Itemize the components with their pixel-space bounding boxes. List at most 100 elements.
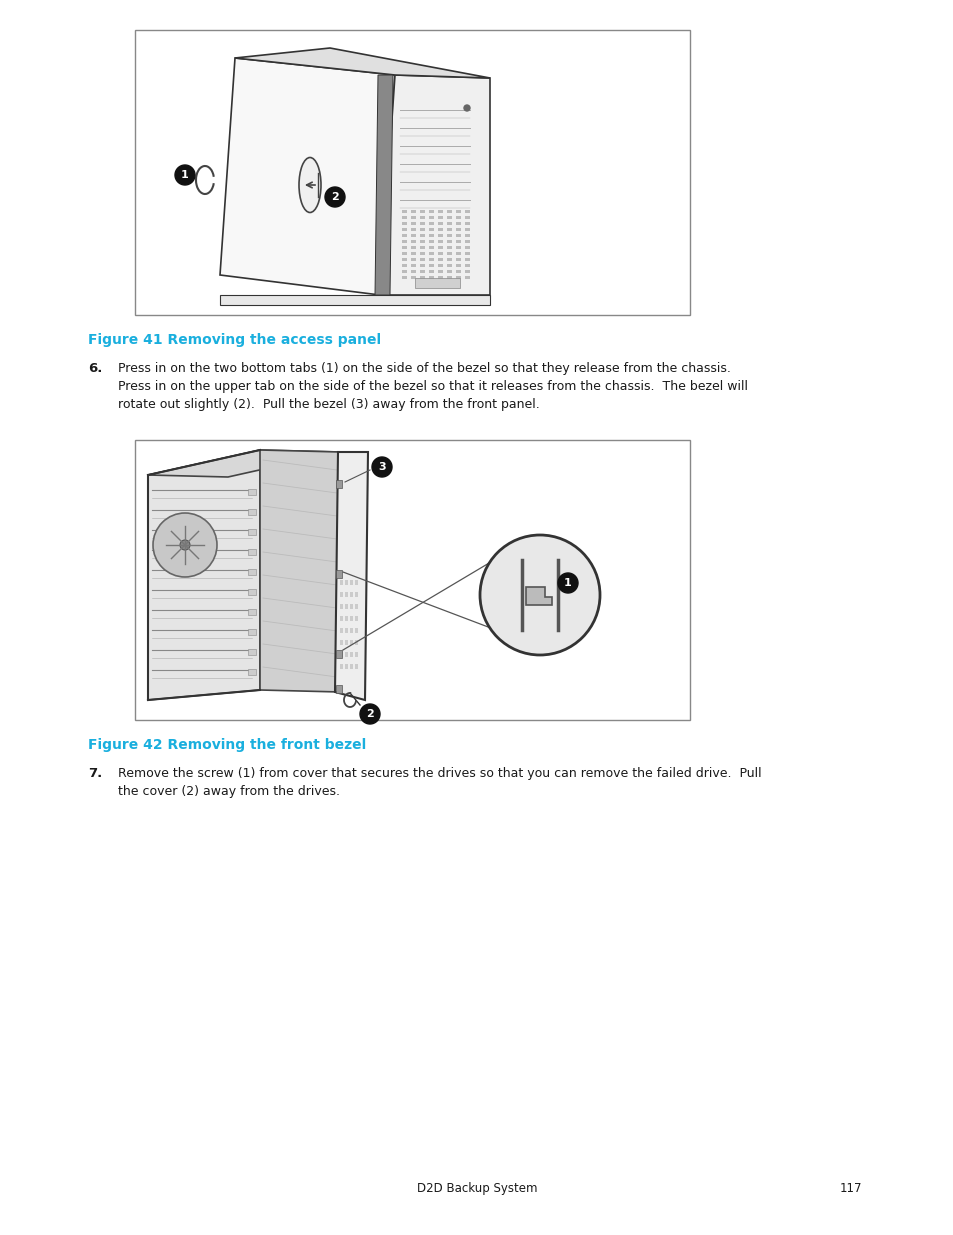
Bar (401, 264, 407, 267)
Bar (248, 529, 255, 535)
Bar (355, 580, 357, 585)
Bar (401, 275, 407, 279)
Bar (456, 252, 460, 254)
Bar (419, 228, 424, 231)
Circle shape (359, 704, 379, 724)
Bar (350, 580, 353, 585)
Text: rotate out slightly (2).  Pull the bezel (3) away from the front panel.: rotate out slightly (2). Pull the bezel … (118, 398, 539, 411)
Bar (335, 480, 341, 488)
Bar (419, 252, 424, 254)
Bar (355, 664, 357, 669)
Bar (429, 240, 434, 243)
Bar (401, 210, 407, 212)
Bar (411, 252, 416, 254)
Circle shape (558, 573, 578, 593)
Circle shape (372, 457, 392, 477)
Bar (248, 489, 255, 495)
Bar (248, 550, 255, 555)
Bar (401, 252, 407, 254)
Bar (447, 240, 452, 243)
Bar (456, 233, 460, 237)
Bar (350, 592, 353, 597)
Text: 2: 2 (366, 709, 374, 719)
Polygon shape (148, 450, 339, 477)
Text: 7.: 7. (88, 767, 102, 781)
Polygon shape (148, 450, 260, 700)
Bar (248, 569, 255, 576)
Bar (464, 233, 470, 237)
Circle shape (180, 540, 190, 550)
Polygon shape (375, 75, 393, 295)
Bar (248, 509, 255, 515)
Bar (429, 270, 434, 273)
Text: Remove the screw (1) from cover that secures the drives so that you can remove t: Remove the screw (1) from cover that sec… (118, 767, 760, 781)
Polygon shape (525, 587, 552, 605)
Polygon shape (234, 48, 490, 78)
Bar (437, 210, 442, 212)
Text: 6.: 6. (88, 362, 102, 375)
Bar (339, 664, 343, 669)
Bar (350, 616, 353, 621)
Bar (345, 652, 348, 657)
Bar (437, 216, 442, 219)
Circle shape (325, 186, 345, 207)
Bar (437, 264, 442, 267)
Bar (419, 275, 424, 279)
Circle shape (152, 513, 216, 577)
Bar (429, 246, 434, 249)
Polygon shape (220, 295, 490, 305)
Bar (355, 604, 357, 609)
Bar (248, 609, 255, 615)
Bar (437, 258, 442, 261)
Bar (429, 222, 434, 225)
Bar (419, 210, 424, 212)
Bar (464, 264, 470, 267)
Bar (456, 222, 460, 225)
Bar (419, 264, 424, 267)
Bar (456, 240, 460, 243)
Bar (447, 270, 452, 273)
Bar (419, 240, 424, 243)
Bar (437, 222, 442, 225)
Bar (339, 580, 343, 585)
Text: 117: 117 (839, 1182, 862, 1195)
Text: 2: 2 (331, 191, 338, 203)
Text: 3: 3 (377, 462, 385, 472)
Bar (447, 275, 452, 279)
Bar (437, 228, 442, 231)
Bar (345, 629, 348, 634)
Bar (335, 650, 341, 658)
Bar (355, 629, 357, 634)
Bar (401, 216, 407, 219)
Bar (411, 210, 416, 212)
Bar (339, 604, 343, 609)
Polygon shape (379, 75, 490, 295)
Bar (447, 233, 452, 237)
Bar (345, 580, 348, 585)
Polygon shape (335, 452, 368, 700)
Bar (456, 246, 460, 249)
Bar (335, 571, 341, 578)
Bar (429, 233, 434, 237)
Bar (429, 258, 434, 261)
Bar (411, 264, 416, 267)
Bar (411, 228, 416, 231)
Bar (464, 258, 470, 261)
Bar (345, 664, 348, 669)
Bar (464, 270, 470, 273)
Bar (464, 228, 470, 231)
Bar (350, 640, 353, 645)
Bar (411, 233, 416, 237)
Text: Press in on the upper tab on the side of the bezel so that it releases from the : Press in on the upper tab on the side of… (118, 380, 747, 393)
Bar (350, 629, 353, 634)
Bar (464, 275, 470, 279)
Bar (355, 616, 357, 621)
Ellipse shape (298, 158, 320, 212)
Bar (339, 640, 343, 645)
Bar (447, 246, 452, 249)
Text: Figure 41 Removing the access panel: Figure 41 Removing the access panel (88, 333, 381, 347)
Bar (355, 592, 357, 597)
Circle shape (463, 105, 470, 111)
Bar (339, 616, 343, 621)
Bar (437, 275, 442, 279)
